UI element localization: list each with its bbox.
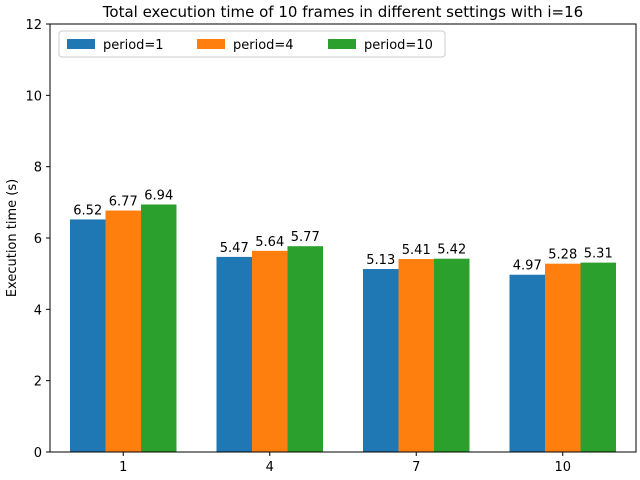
bar-data-label: 5.13: [366, 253, 395, 268]
legend-swatch: [67, 39, 95, 49]
bar-data-label: 5.47: [220, 241, 249, 256]
bar-data-label: 6.52: [73, 203, 102, 218]
bar-period-1-1: [70, 219, 106, 452]
y-tick-label: 6: [34, 232, 42, 247]
bar-period-10-1: [141, 204, 177, 452]
bar-period-1-7: [363, 269, 399, 452]
x-tick-label: 10: [554, 460, 571, 475]
bar-period-10-10: [581, 263, 617, 452]
bar-data-label: 5.77: [291, 230, 320, 245]
legend-swatch: [328, 39, 356, 49]
bar-period-4-1: [106, 211, 142, 452]
y-tick-label: 2: [34, 375, 42, 390]
y-tick-label: 12: [25, 18, 42, 33]
y-tick-label: 10: [25, 89, 42, 104]
legend-swatch: [197, 39, 225, 49]
bar-period-4-10: [545, 264, 581, 452]
bar-data-label: 6.94: [144, 188, 173, 203]
bar-period-1-10: [510, 275, 546, 452]
bar-period-4-4: [252, 251, 288, 452]
bar-period-4-7: [399, 259, 435, 452]
y-tick-label: 4: [34, 303, 42, 318]
bar-data-label: 5.31: [584, 247, 613, 262]
y-tick-label: 0: [34, 446, 42, 461]
bar-data-label: 5.64: [255, 235, 284, 250]
bar-period-10-7: [434, 259, 470, 452]
bar-period-1-4: [217, 257, 253, 452]
legend-item-label: period=1: [103, 38, 164, 53]
y-tick-label: 8: [34, 161, 42, 176]
plot-area: 6.52 6.77 6.94 1 5.47 5.64 5.77 4 5.13 5.41 5.42 7 4…: [25, 18, 636, 475]
bar-data-label: 5.28: [548, 248, 577, 263]
legend-item-label: period=10: [364, 38, 433, 53]
bar-period-10-4: [288, 246, 324, 452]
x-tick-label: 1: [119, 460, 127, 475]
chart-title: Total execution time of 10 frames in dif…: [102, 3, 583, 21]
x-tick-label: 4: [266, 460, 274, 475]
y-axis-label: Execution time (s): [5, 179, 20, 297]
bar-data-label: 4.97: [513, 259, 542, 274]
bar-data-label: 6.77: [109, 195, 138, 210]
bar-data-label: 5.42: [437, 243, 466, 258]
bar-data-label: 5.41: [402, 243, 431, 258]
x-tick-label: 7: [412, 460, 420, 475]
legend-item-label: period=4: [233, 38, 294, 53]
